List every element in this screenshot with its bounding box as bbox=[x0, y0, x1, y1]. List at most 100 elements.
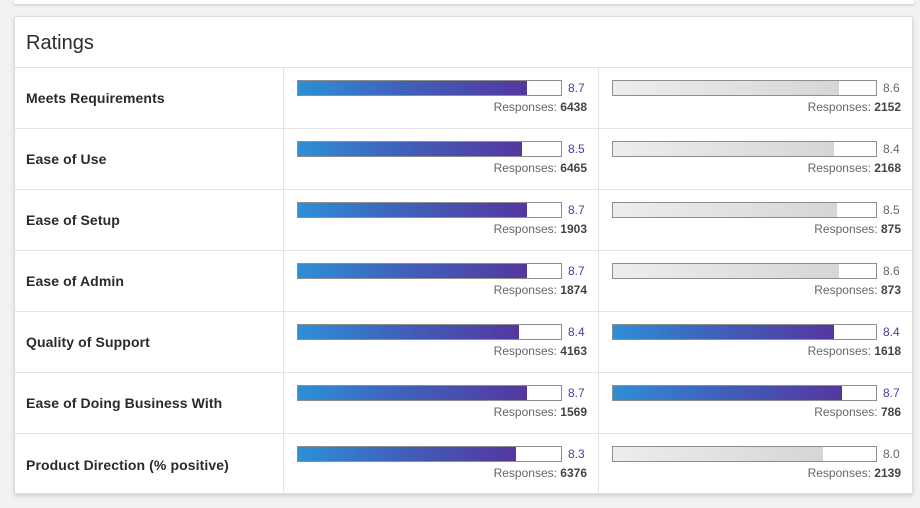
comparison-responses: Responses: 875 bbox=[814, 222, 901, 236]
primary-score-bar bbox=[297, 446, 562, 462]
comparison-score-value: 8.7 bbox=[883, 386, 900, 400]
rating-label: Ease of Use bbox=[15, 129, 284, 189]
primary-score-cell: 8.7 Responses: 1874 bbox=[284, 251, 599, 311]
primary-responses: Responses: 1874 bbox=[494, 283, 587, 297]
rating-label: Meets Requirements bbox=[15, 68, 284, 128]
responses-label: Responses: bbox=[493, 344, 561, 358]
comparison-score-fill bbox=[613, 447, 824, 461]
rating-label: Ease of Setup bbox=[15, 190, 284, 250]
rating-row: Ease of Doing Business With 8.7 Response… bbox=[15, 373, 912, 434]
primary-score-fill bbox=[298, 264, 527, 278]
responses-label: Responses: bbox=[493, 222, 561, 236]
rating-label: Ease of Admin bbox=[15, 251, 284, 311]
responses-count: 875 bbox=[880, 222, 901, 236]
responses-label: Responses: bbox=[814, 405, 881, 419]
comparison-score-fill bbox=[613, 142, 834, 156]
primary-score-bar bbox=[297, 141, 562, 157]
responses-count: 6376 bbox=[560, 466, 587, 480]
comparison-score-cell: 8.5 Responses: 875 bbox=[599, 190, 912, 250]
previous-card-edge bbox=[14, 0, 914, 4]
rating-label: Ease of Doing Business With bbox=[15, 373, 284, 433]
rating-row: Ease of Setup 8.7 Responses: 1903 8.5 Re… bbox=[15, 190, 912, 251]
responses-count: 1618 bbox=[874, 344, 901, 358]
comparison-score-value: 8.0 bbox=[883, 447, 900, 461]
comparison-score-bar bbox=[612, 80, 877, 96]
responses-count: 1569 bbox=[560, 405, 587, 419]
comparison-score-cell: 8.7 Responses: 786 bbox=[599, 373, 912, 433]
responses-count: 2139 bbox=[874, 466, 901, 480]
comparison-responses: Responses: 1618 bbox=[808, 344, 901, 358]
rating-row: Ease of Use 8.5 Responses: 6465 8.4 Resp… bbox=[15, 129, 912, 190]
primary-score-fill bbox=[298, 142, 522, 156]
comparison-score-bar bbox=[612, 202, 877, 218]
primary-score-cell: 8.3 Responses: 6376 bbox=[284, 434, 599, 495]
responses-count: 786 bbox=[880, 405, 901, 419]
comparison-score-fill bbox=[613, 203, 837, 217]
primary-responses: Responses: 6376 bbox=[494, 466, 587, 480]
primary-score-cell: 8.7 Responses: 1903 bbox=[284, 190, 599, 250]
comparison-score-cell: 8.0 Responses: 2139 bbox=[599, 434, 912, 495]
responses-count: 4163 bbox=[560, 344, 587, 358]
comparison-score-value: 8.5 bbox=[883, 203, 900, 217]
comparison-score-fill bbox=[613, 81, 840, 95]
rating-label: Quality of Support bbox=[15, 312, 284, 372]
responses-label: Responses: bbox=[814, 283, 881, 297]
primary-score-cell: 8.7 Responses: 1569 bbox=[284, 373, 599, 433]
comparison-score-value: 8.6 bbox=[883, 264, 900, 278]
responses-label: Responses: bbox=[493, 283, 561, 297]
primary-score-bar bbox=[297, 324, 562, 340]
rating-row: Meets Requirements 8.7 Responses: 6438 8… bbox=[15, 68, 912, 129]
comparison-score-bar bbox=[612, 324, 877, 340]
primary-score-fill bbox=[298, 386, 527, 400]
primary-score-fill bbox=[298, 447, 517, 461]
primary-score-bar bbox=[297, 80, 562, 96]
rating-row: Quality of Support 8.4 Responses: 4163 8… bbox=[15, 312, 912, 373]
primary-score-value: 8.3 bbox=[568, 447, 585, 461]
comparison-score-value: 8.4 bbox=[883, 142, 900, 156]
primary-responses: Responses: 6438 bbox=[494, 100, 587, 114]
primary-score-value: 8.7 bbox=[568, 386, 585, 400]
comparison-score-bar bbox=[612, 141, 877, 157]
ratings-title: Ratings bbox=[15, 17, 912, 68]
comparison-score-value: 8.6 bbox=[883, 81, 900, 95]
comparison-score-bar bbox=[612, 385, 877, 401]
comparison-score-bar bbox=[612, 446, 877, 462]
comparison-score-cell: 8.6 Responses: 873 bbox=[599, 251, 912, 311]
responses-count: 1903 bbox=[560, 222, 587, 236]
primary-score-fill bbox=[298, 81, 527, 95]
rating-label: Product Direction (% positive) bbox=[15, 434, 284, 495]
primary-score-value: 8.7 bbox=[568, 264, 585, 278]
responses-count: 1874 bbox=[560, 283, 587, 297]
primary-score-bar bbox=[297, 385, 562, 401]
primary-score-cell: 8.5 Responses: 6465 bbox=[284, 129, 599, 189]
responses-count: 2152 bbox=[874, 100, 901, 114]
ratings-card: Ratings Meets Requirements 8.7 Responses… bbox=[14, 16, 913, 495]
primary-score-bar bbox=[297, 202, 562, 218]
comparison-score-cell: 8.4 Responses: 1618 bbox=[599, 312, 912, 372]
comparison-score-value: 8.4 bbox=[883, 325, 900, 339]
primary-score-cell: 8.7 Responses: 6438 bbox=[284, 68, 599, 128]
comparison-responses: Responses: 786 bbox=[814, 405, 901, 419]
responses-count: 873 bbox=[880, 283, 901, 297]
rating-row: Ease of Admin 8.7 Responses: 1874 8.6 Re… bbox=[15, 251, 912, 312]
primary-score-fill bbox=[298, 325, 519, 339]
primary-score-cell: 8.4 Responses: 4163 bbox=[284, 312, 599, 372]
comparison-score-cell: 8.6 Responses: 2152 bbox=[599, 68, 912, 128]
primary-responses: Responses: 6465 bbox=[494, 161, 587, 175]
primary-responses: Responses: 1569 bbox=[494, 405, 587, 419]
primary-score-value: 8.5 bbox=[568, 142, 585, 156]
ratings-rows: Meets Requirements 8.7 Responses: 6438 8… bbox=[15, 68, 912, 495]
comparison-score-fill bbox=[613, 325, 834, 339]
comparison-responses: Responses: 873 bbox=[814, 283, 901, 297]
responses-label: Responses: bbox=[807, 100, 875, 114]
responses-count: 6465 bbox=[560, 161, 587, 175]
primary-score-value: 8.7 bbox=[568, 203, 585, 217]
comparison-responses: Responses: 2152 bbox=[808, 100, 901, 114]
primary-score-bar bbox=[297, 263, 562, 279]
primary-score-value: 8.4 bbox=[568, 325, 585, 339]
comparison-score-fill bbox=[613, 386, 842, 400]
rating-row: Product Direction (% positive) 8.3 Respo… bbox=[15, 434, 912, 495]
primary-responses: Responses: 1903 bbox=[494, 222, 587, 236]
primary-score-fill bbox=[298, 203, 527, 217]
responses-label: Responses: bbox=[807, 344, 875, 358]
